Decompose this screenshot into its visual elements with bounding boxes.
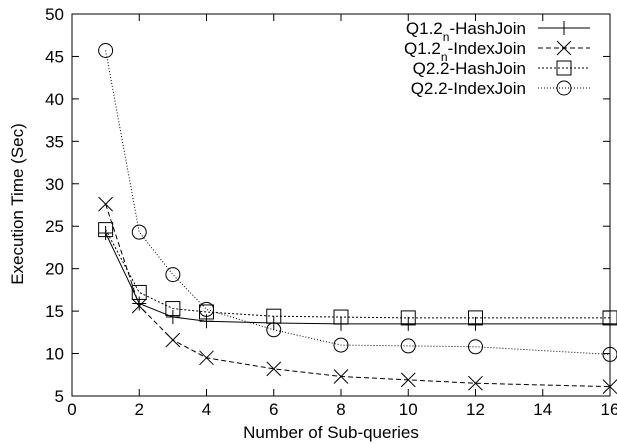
series-2-point (165, 332, 181, 348)
y-tick-label: 20 (45, 260, 64, 279)
series-3-point (333, 309, 349, 325)
legend-marker-3 (556, 60, 572, 76)
y-tick-label: 50 (45, 5, 64, 24)
series-3-point (400, 310, 416, 326)
legend-marker-1 (557, 21, 571, 35)
plot-border (71, 13, 611, 397)
series-2-point (131, 298, 147, 314)
y-tick-label: 30 (45, 175, 64, 194)
series-4-point (602, 346, 617, 362)
plot-frame (71, 13, 611, 397)
y-tick-label: 10 (45, 345, 64, 364)
series-1-point (132, 296, 147, 311)
legend-label-2: Q1.2n-IndexJoin (404, 39, 526, 64)
series-2-line (105, 203, 611, 388)
legend-label-4: Q2.2-IndexJoin (411, 79, 526, 98)
series-2-point (199, 350, 214, 366)
x-tick-label: 16 (601, 400, 617, 419)
y-tick-label: 15 (45, 302, 64, 321)
series-lines (98, 43, 617, 395)
series-2-point (333, 369, 349, 384)
series-3-point (98, 222, 114, 238)
series-1-point (165, 310, 180, 325)
series-4-point (468, 339, 483, 355)
x-tick-label: 12 (466, 400, 485, 419)
series-1-point (98, 226, 113, 241)
series-2 (98, 196, 617, 395)
x-axis-label: Number of Sub-queries (243, 423, 419, 442)
y-tick-label: 45 (45, 47, 64, 66)
y-tick-label: 40 (45, 90, 64, 109)
legend-label-3: Q2.2-HashJoin (413, 59, 526, 78)
series-4-point (400, 338, 416, 354)
x-tick-label: 0 (67, 400, 76, 419)
x-tick-label: 14 (533, 400, 552, 419)
series-2-point (98, 196, 113, 212)
series-4-point (98, 43, 114, 59)
x-tick-label: 10 (399, 400, 418, 419)
series-3-point (131, 284, 147, 300)
series-2-point (266, 361, 282, 377)
series-3-point (165, 301, 181, 317)
series-4-point (165, 267, 181, 283)
series-3-line (105, 229, 610, 319)
x-tick-label: 2 (135, 400, 144, 419)
x-tick-label: 6 (269, 400, 278, 419)
series-2-point (602, 379, 617, 395)
y-tick-label: 5 (55, 387, 64, 406)
series-3 (98, 222, 617, 326)
x-tick-label: 8 (336, 400, 345, 419)
series-1-point (603, 316, 617, 331)
series-3-point (468, 310, 483, 326)
series-4-point (333, 337, 349, 353)
series-3-point (602, 310, 617, 326)
legend-label-1: Q1.2n-HashJoin (406, 19, 526, 44)
legend: Q1.2n-HashJoinQ1.2n-IndexJoinQ2.2-HashJo… (404, 19, 590, 98)
legend-marker-2 (556, 40, 572, 56)
series-1-line (105, 232, 610, 325)
series-2-point (468, 375, 483, 391)
series-4-point (266, 322, 282, 338)
y-axis-label: Execution Time (Sec) (8, 123, 27, 285)
series-2-point (400, 372, 416, 388)
y-tick-label: 25 (45, 217, 64, 236)
series-1-point (468, 316, 483, 331)
y-tick-label: 35 (45, 132, 64, 151)
series-4-point (131, 224, 147, 240)
legend-marker-4 (556, 80, 572, 96)
series-4 (98, 43, 617, 362)
series-1-point (401, 316, 416, 331)
series-4-line (105, 50, 611, 355)
series-4-point (199, 301, 214, 317)
axis-ticks: 0 2 4 6 8 10 12 14 16 5 10 15 20 25 30 35 40 45 50 (45, 5, 617, 419)
x-tick-label: 4 (202, 400, 211, 419)
